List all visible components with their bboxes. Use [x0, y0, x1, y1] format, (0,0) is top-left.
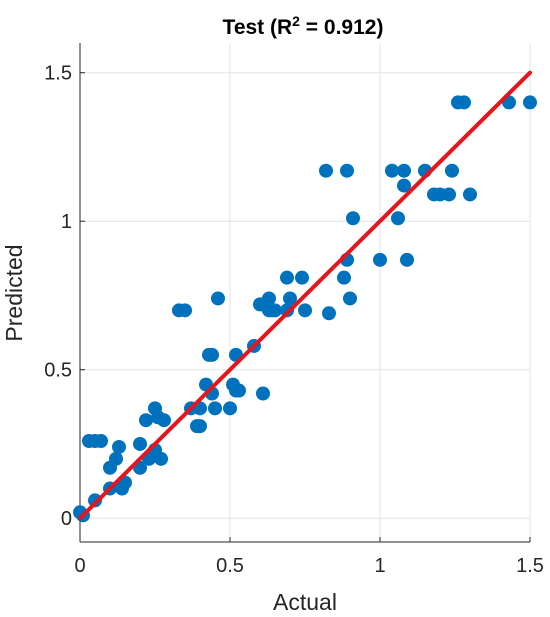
y-axis-label: Predicted — [1, 244, 27, 341]
data-point — [337, 270, 351, 285]
data-point — [88, 493, 102, 508]
data-point — [223, 401, 237, 416]
data-point — [298, 303, 312, 318]
data-point — [340, 163, 354, 178]
data-point — [109, 451, 123, 466]
data-point — [442, 187, 456, 202]
data-point — [391, 211, 405, 226]
y-tick-label: 0 — [61, 508, 72, 530]
data-point — [112, 439, 126, 454]
data-point — [280, 270, 294, 285]
data-point — [463, 187, 477, 202]
data-point — [205, 347, 219, 362]
data-point — [211, 291, 225, 306]
y-tick-label: 1.5 — [44, 63, 72, 85]
x-tick-label: 1 — [374, 555, 385, 577]
data-point — [154, 451, 168, 466]
y-tick-label: 0.5 — [44, 360, 72, 382]
data-point — [208, 401, 222, 416]
x-tick-label: 0.5 — [216, 555, 244, 577]
data-point — [319, 163, 333, 178]
fit-line — [78, 70, 532, 521]
tick-labels: 0 0.5 1 1.5 0 0.5 1 1.5 — [44, 63, 544, 577]
grid — [79, 43, 531, 542]
data-point — [268, 303, 282, 318]
data-point — [232, 383, 246, 398]
data-point — [295, 270, 309, 285]
data-point — [256, 386, 270, 401]
data-point — [373, 252, 387, 267]
fit-line-group — [78, 70, 532, 521]
data-point — [157, 413, 171, 428]
data-point — [178, 303, 192, 318]
x-tick-label: 1.5 — [516, 555, 544, 577]
data-point — [346, 211, 360, 226]
chart-title: Test (R2 = 0.912) — [223, 13, 384, 39]
data-point — [397, 163, 411, 178]
data-point — [133, 436, 147, 451]
data-point — [262, 291, 276, 306]
data-point — [445, 163, 459, 178]
data-point — [280, 303, 294, 318]
data-point — [343, 291, 357, 306]
data-point — [193, 419, 207, 434]
data-point — [400, 252, 414, 267]
data-point — [322, 306, 336, 321]
data-point — [139, 413, 153, 428]
axes — [79, 43, 531, 543]
y-tick-label: 1 — [61, 211, 72, 233]
data-point — [94, 434, 108, 449]
data-point — [457, 95, 471, 110]
x-axis-label: Actual — [273, 589, 337, 615]
data-points — [73, 95, 537, 523]
data-point — [397, 178, 411, 193]
x-tick-label: 0 — [74, 555, 85, 577]
data-point — [523, 95, 537, 110]
data-point — [283, 291, 297, 306]
data-point — [385, 163, 399, 178]
